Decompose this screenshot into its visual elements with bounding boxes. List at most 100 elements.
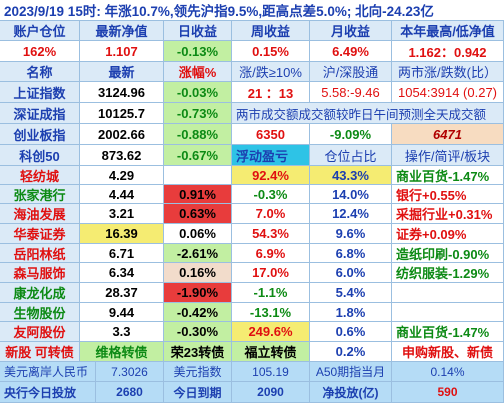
stock-note: 造纸印刷-0.90%	[392, 244, 504, 263]
stock-note: 商业百货-1.47%	[392, 166, 504, 185]
index-change: -0.73%	[164, 103, 232, 124]
index-price: 3124.96	[80, 82, 164, 103]
value-monthly: 6.49%	[310, 41, 392, 62]
stock-pnl: -1.1%	[232, 283, 310, 303]
stock-pnl: 6.9%	[232, 244, 310, 263]
stock-name: 岳阳林纸	[0, 244, 80, 263]
pboc-injection-label: 央行今日投放	[0, 382, 96, 403]
index-price: 10125.7	[80, 103, 164, 124]
label-weekly: 周收益	[232, 21, 310, 41]
bond-3: 福立转债	[232, 342, 310, 362]
index-name: 上证指数	[0, 82, 80, 103]
bond-share: 0.2%	[310, 342, 392, 362]
stock-change: -2.61%	[164, 244, 232, 263]
holding-row[interactable]: 轻纺城 4.29 92.4% 43.3% 商业百货-1.47%	[0, 166, 504, 185]
label-monthly: 月收益	[310, 21, 392, 41]
index-change: -0.67%	[164, 145, 232, 166]
col-limit-count: 涨/跌≥10%	[232, 62, 310, 82]
stock-price: 3.3	[80, 322, 164, 342]
index-row: 深证成指 10125.7 -0.73% 两市成交额成交额较昨日午间预测全天成交额	[0, 103, 504, 124]
index-name: 深证成指	[0, 103, 80, 124]
col-connect: 沪/深股通	[310, 62, 392, 82]
stock-note	[392, 303, 504, 322]
holding-row[interactable]: 康龙化成 28.37 -1.90% -1.1% 5.4%	[0, 283, 504, 303]
col-change: 涨幅%	[164, 62, 232, 82]
stock-share: 12.4%	[310, 204, 392, 224]
stock-change: -0.42%	[164, 303, 232, 322]
pboc-row: 央行今日投放 2680 今日到期 2090 净投放(亿) 590	[0, 382, 504, 403]
index-name: 科创50	[0, 145, 80, 166]
stock-share: 9.6%	[310, 224, 392, 244]
stock-share: 6.0%	[310, 263, 392, 283]
stock-name: 轻纺城	[0, 166, 80, 185]
stock-name: 华泰证券	[0, 224, 80, 244]
stock-note: 银行+0.55%	[392, 185, 504, 204]
stock-share: 0.6%	[310, 322, 392, 342]
bond-1: 维格转债	[80, 342, 164, 362]
connect-flow: 5.58:-9.46	[310, 82, 392, 103]
stock-name: 友阿股份	[0, 322, 80, 342]
fx-row: 美元离岸人民币 7.3026 美元指数 105.19 A50期指当月 0.14%	[0, 362, 504, 382]
new-issue-row: 新股 可转债 维格转债 荣23转债 福立转债 0.2% 申购新股、新债	[0, 342, 504, 362]
net-injection-label: 净投放(亿)	[310, 382, 392, 403]
stock-pnl: 7.0%	[232, 204, 310, 224]
index-price: 2002.66	[80, 124, 164, 145]
col-ops: 操作/简评/板块	[392, 145, 504, 166]
index-row: 上证指数 3124.96 -0.03% 21 ：13 5.58:-9.46 10…	[0, 82, 504, 103]
value-year-range: 1.162：0.942	[392, 41, 504, 62]
stock-change: 0.06%	[164, 224, 232, 244]
stock-share: 6.8%	[310, 244, 392, 263]
stock-name: 生物股份	[0, 303, 80, 322]
holding-row[interactable]: 岳阳林纸 6.71 -2.61% 6.9% 6.8% 造纸印刷-0.90%	[0, 244, 504, 263]
stock-name: 海油发展	[0, 204, 80, 224]
label-position: 账户仓位	[0, 21, 80, 41]
stock-note: 商业百货-1.47%	[392, 322, 504, 342]
holding-row[interactable]: 友阿股份 3.3 -0.30% 249.6% 0.6% 商业百货-1.47%	[0, 322, 504, 342]
stock-pnl: 249.6%	[232, 322, 310, 342]
stock-change	[164, 166, 232, 185]
dxy-label: 美元指数	[164, 362, 232, 382]
turnover-change: -9.09%	[310, 124, 392, 145]
label-year-range: 本年最高/低净值	[392, 21, 504, 41]
maturity-label: 今日到期	[164, 382, 232, 403]
stock-change: 0.16%	[164, 263, 232, 283]
label-nav: 最新净值	[80, 21, 164, 41]
fx-label: 美元离岸人民币	[0, 362, 96, 382]
label-daily: 日收益	[164, 21, 232, 41]
subscription-note: 申购新股、新债	[392, 342, 504, 362]
turnover-amount: 6350	[232, 124, 310, 145]
index-change: -0.03%	[164, 82, 232, 103]
new-issue-label: 新股 可转债	[0, 342, 80, 362]
stock-share: 1.8%	[310, 303, 392, 322]
col-breadth: 两市涨/跌数(比）	[392, 62, 504, 82]
pboc-injection-value: 2680	[96, 382, 164, 403]
holding-row[interactable]: 张家港行 4.44 0.91% -0.3% 14.0% 银行+0.55%	[0, 185, 504, 204]
holding-row[interactable]: 生物股份 9.44 -0.42% -13.1% 1.8%	[0, 303, 504, 322]
stock-pnl: 17.0%	[232, 263, 310, 283]
holding-row[interactable]: 海油发展 3.21 0.63% 7.0% 12.4% 采掘行业+0.31%	[0, 204, 504, 224]
title-bar: 2023/9/19 15时: 年涨10.7%,领先沪指9.5%,距高点差5.0%…	[0, 0, 504, 21]
account-value-row: 162% 1.107 -0.13% 0.15% 6.49% 1.162：0.94…	[0, 41, 504, 62]
stock-note: 纺织服装-1.29%	[392, 263, 504, 283]
index-header-row: 名称 最新 涨幅% 涨/跌≥10% 沪/深股通 两市涨/跌数(比）	[0, 62, 504, 82]
value-daily: -0.13%	[164, 41, 232, 62]
page-title: 2023/9/19 15时: 年涨10.7%,领先沪指9.5%,距高点差5.0%…	[0, 0, 504, 21]
stock-pnl: -13.1%	[232, 303, 310, 322]
stock-note: 证券+0.09%	[392, 224, 504, 244]
stock-price: 6.71	[80, 244, 164, 263]
stock-pnl: 54.3%	[232, 224, 310, 244]
stock-price: 28.37	[80, 283, 164, 303]
holding-row[interactable]: 森马服饰 6.34 0.16% 17.0% 6.0% 纺织服装-1.29%	[0, 263, 504, 283]
index-row: 科创50 873.62 -0.67% 浮动盈亏 仓位占比 操作/简评/板块	[0, 145, 504, 166]
value-position: 162%	[0, 41, 80, 62]
stock-price: 3.21	[80, 204, 164, 224]
stock-name: 康龙化成	[0, 283, 80, 303]
stock-name: 张家港行	[0, 185, 80, 204]
holding-row[interactable]: 华泰证券 16.39 0.06% 54.3% 9.6% 证券+0.09%	[0, 224, 504, 244]
stock-price: 4.29	[80, 166, 164, 185]
stock-price: 16.39	[80, 224, 164, 244]
stock-pnl: -0.3%	[232, 185, 310, 204]
stock-share: 14.0%	[310, 185, 392, 204]
stock-share: 43.3%	[310, 166, 392, 185]
stock-change: -1.90%	[164, 283, 232, 303]
